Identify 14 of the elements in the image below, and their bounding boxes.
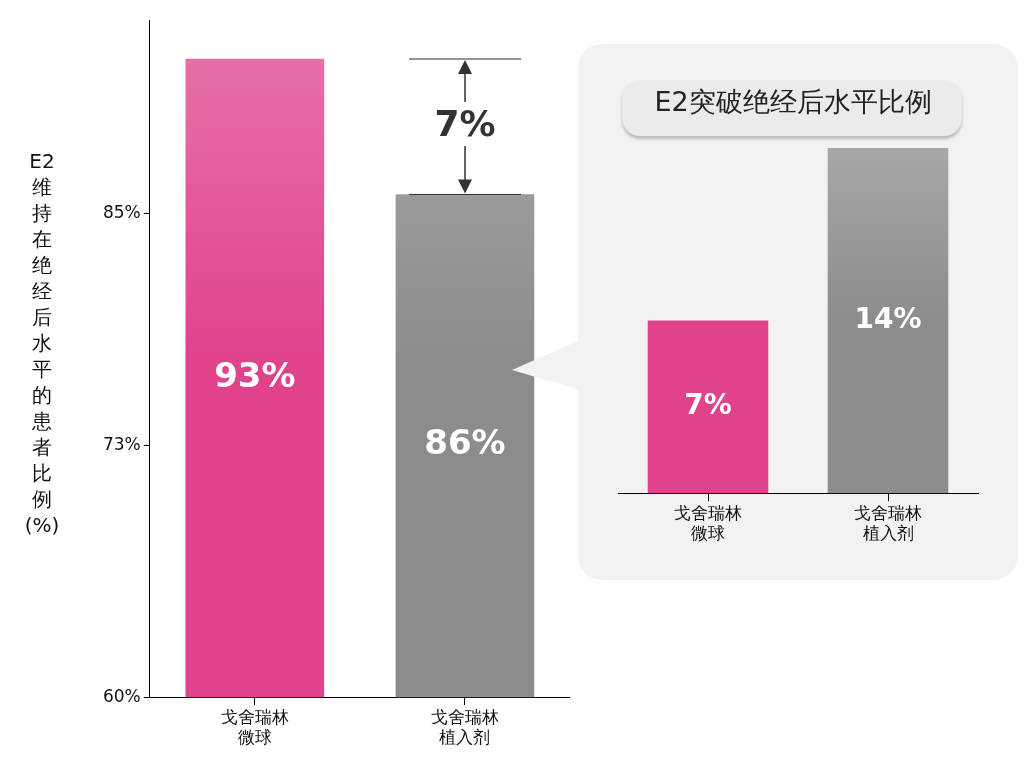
data-label: 93% — [214, 354, 296, 395]
x-tick-label: 戈舍瑞林植入剂 — [430, 706, 499, 748]
text: E2维持在绝经后水平的患者比例(%) — [24, 149, 60, 537]
data-label: 86% — [424, 422, 506, 463]
x-tick-label: 戈舍瑞林微球 — [220, 706, 289, 748]
chart-title: E2突破绝经后水平比例 — [653, 85, 933, 119]
x-tick-label: 戈舍瑞林植入剂 — [854, 502, 922, 544]
y-tick-label: 73% — [102, 434, 141, 455]
x-tick-label: 戈舍瑞林微球 — [674, 502, 742, 544]
data-label: 7% — [684, 388, 732, 422]
y-tick-label: 60% — [102, 685, 141, 706]
annotation: 7% — [424, 102, 505, 147]
data-label: 14% — [854, 301, 922, 335]
y-tick-label: 85% — [102, 201, 141, 222]
